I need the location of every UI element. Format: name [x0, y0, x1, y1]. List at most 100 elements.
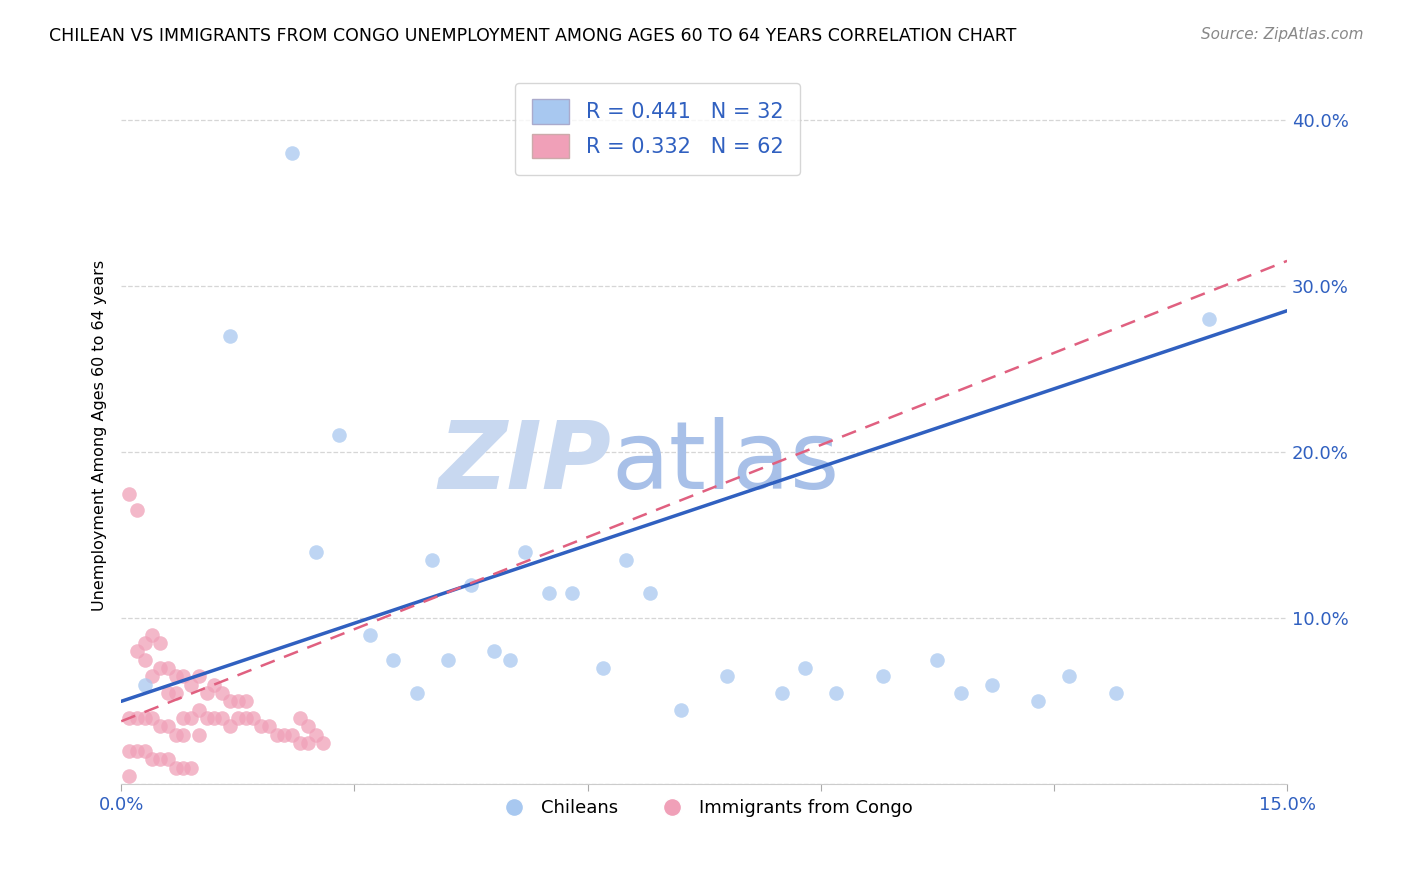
Point: [149, 752, 172, 766]
Point: [297, 736, 319, 750]
Point: [187, 728, 209, 742]
Point: [141, 711, 163, 725]
Point: [219, 719, 242, 733]
Point: [616, 553, 638, 567]
Point: [180, 761, 202, 775]
Point: [716, 669, 738, 683]
Point: [165, 761, 187, 775]
Point: [219, 694, 242, 708]
Point: [172, 669, 194, 683]
Point: [187, 703, 209, 717]
Point: [592, 661, 614, 675]
Point: [420, 553, 443, 567]
Point: [211, 711, 233, 725]
Point: [165, 686, 187, 700]
Point: [980, 678, 1002, 692]
Point: [172, 761, 194, 775]
Point: [125, 711, 148, 725]
Point: [118, 744, 141, 758]
Point: [180, 711, 202, 725]
Text: Source: ZipAtlas.com: Source: ZipAtlas.com: [1201, 27, 1364, 42]
Point: [149, 661, 172, 675]
Point: [134, 636, 156, 650]
Point: [638, 586, 661, 600]
Point: [235, 711, 257, 725]
Point: [156, 752, 179, 766]
Point: [281, 728, 304, 742]
Point: [770, 686, 793, 700]
Text: CHILEAN VS IMMIGRANTS FROM CONGO UNEMPLOYMENT AMONG AGES 60 TO 64 YEARS CORRELAT: CHILEAN VS IMMIGRANTS FROM CONGO UNEMPLO…: [49, 27, 1017, 45]
Point: [949, 686, 972, 700]
Point: [235, 694, 257, 708]
Point: [156, 686, 179, 700]
Point: [165, 728, 187, 742]
Point: [211, 686, 233, 700]
Point: [125, 644, 148, 658]
Point: [266, 728, 288, 742]
Point: [156, 719, 179, 733]
Point: [281, 145, 304, 160]
Point: [204, 711, 226, 725]
Point: [794, 661, 817, 675]
Point: [460, 578, 482, 592]
Point: [134, 678, 156, 692]
Point: [669, 703, 692, 717]
Point: [499, 653, 522, 667]
Point: [1059, 669, 1081, 683]
Point: [187, 669, 209, 683]
Point: [515, 545, 537, 559]
Point: [436, 653, 458, 667]
Text: atlas: atlas: [610, 417, 839, 509]
Point: [165, 669, 187, 683]
Point: [382, 653, 405, 667]
Point: [405, 686, 427, 700]
Point: [304, 728, 326, 742]
Point: [297, 719, 319, 733]
Point: [134, 744, 156, 758]
Point: [125, 744, 148, 758]
Point: [172, 728, 194, 742]
Point: [149, 719, 172, 733]
Point: [118, 711, 141, 725]
Point: [312, 736, 335, 750]
Point: [257, 719, 280, 733]
Point: [219, 328, 242, 343]
Text: ZIP: ZIP: [439, 417, 610, 509]
Point: [328, 428, 350, 442]
Point: [359, 628, 381, 642]
Point: [561, 586, 583, 600]
Point: [872, 669, 894, 683]
Point: [180, 678, 202, 692]
Point: [141, 628, 163, 642]
Point: [288, 711, 311, 725]
Point: [1028, 694, 1050, 708]
Point: [288, 736, 311, 750]
Point: [118, 486, 141, 500]
Point: [141, 752, 163, 766]
Point: [172, 711, 194, 725]
Y-axis label: Unemployment Among Ages 60 to 64 years: Unemployment Among Ages 60 to 64 years: [93, 260, 107, 611]
Point: [273, 728, 295, 742]
Point: [118, 769, 141, 783]
Point: [250, 719, 273, 733]
Point: [226, 694, 249, 708]
Point: [149, 636, 172, 650]
Point: [1198, 312, 1220, 326]
Point: [825, 686, 848, 700]
Point: [156, 661, 179, 675]
Point: [141, 669, 163, 683]
Point: [304, 545, 326, 559]
Point: [927, 653, 949, 667]
Point: [537, 586, 560, 600]
Point: [1105, 686, 1128, 700]
Point: [134, 711, 156, 725]
Point: [484, 644, 506, 658]
Legend: Chileans, Immigrants from Congo: Chileans, Immigrants from Congo: [488, 792, 920, 824]
Point: [242, 711, 264, 725]
Point: [226, 711, 249, 725]
Point: [195, 686, 218, 700]
Point: [195, 711, 218, 725]
Point: [204, 678, 226, 692]
Point: [134, 653, 156, 667]
Point: [125, 503, 148, 517]
